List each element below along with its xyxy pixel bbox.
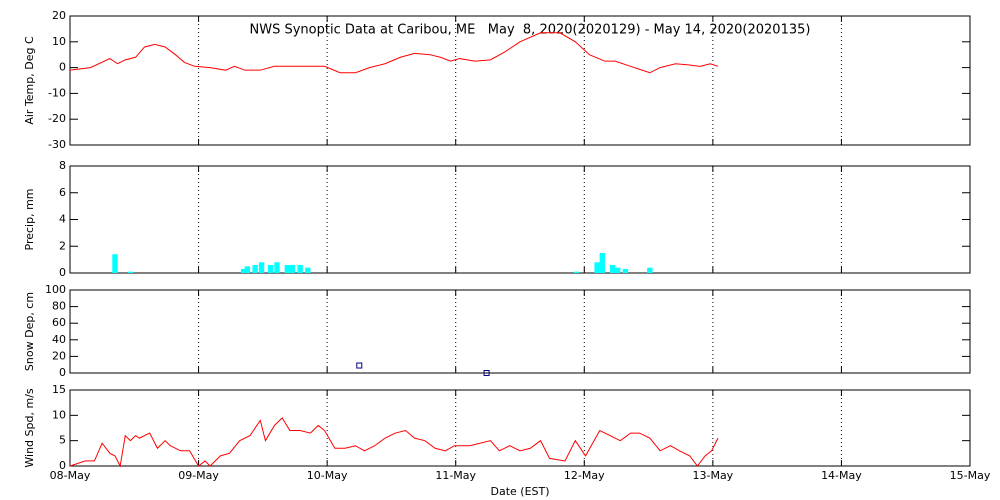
bar [112, 254, 118, 273]
bar [573, 271, 580, 273]
bar [252, 264, 258, 273]
bar [305, 267, 311, 273]
y-tick-label: 5 [59, 434, 66, 447]
y-tick-label: 100 [45, 283, 66, 296]
y-tick-label: -10 [48, 86, 66, 99]
y-tick-label: 0 [59, 459, 66, 472]
x-tick-label: 15-May [950, 469, 991, 482]
x-tick-label: 11-May [435, 469, 476, 482]
plot-frame [69, 165, 971, 274]
y-tick-label: 4 [59, 213, 66, 226]
bar [599, 252, 605, 273]
bar [127, 271, 134, 273]
x-tick-label: 12-May [564, 469, 605, 482]
x-tick-label: 08-May [50, 469, 91, 482]
y-tick-label: 0 [59, 366, 66, 379]
bar [284, 264, 290, 273]
bar [289, 264, 296, 273]
y-axis-label: Precip, mm [23, 189, 36, 251]
point [356, 362, 363, 369]
x-tick-label: 14-May [821, 469, 862, 482]
chart-title: NWS Synoptic Data at Caribou, ME May 8, … [250, 23, 811, 38]
y-tick-label: 60 [52, 316, 66, 329]
y-axis-label: Snow Dep, cm [23, 292, 36, 371]
bar [274, 262, 280, 273]
y-axis-label: Wind Spd, m/s [23, 388, 36, 468]
y-tick-label: 6 [59, 186, 66, 199]
y-axis-label: Air Temp, Deg C [23, 36, 36, 125]
y-tick-label: 0 [59, 61, 66, 74]
y-tick-label: -20 [48, 112, 66, 125]
y-tick-label: 20 [52, 349, 66, 362]
y-tick-label: 10 [52, 35, 66, 48]
plot-frame [69, 389, 971, 467]
bar [594, 262, 600, 273]
y-tick-label: -30 [48, 138, 66, 151]
bar [267, 264, 274, 273]
bar [297, 264, 303, 273]
y-tick-label: 80 [52, 300, 66, 313]
x-tick-label: 09-May [178, 469, 219, 482]
y-tick-label: 20 [52, 9, 66, 22]
x-tick-label: 10-May [307, 469, 348, 482]
y-tick-label: 2 [59, 239, 66, 252]
bar [622, 268, 629, 273]
y-tick-label: 40 [52, 333, 66, 346]
bar [240, 268, 247, 273]
y-tick-label: 15 [52, 383, 66, 396]
data-line [69, 32, 719, 74]
x-tick-label: 13-May [692, 469, 733, 482]
bar [647, 267, 653, 273]
bar [258, 262, 265, 273]
bar [244, 266, 251, 273]
plot-frame [69, 289, 971, 374]
bar [615, 267, 621, 273]
x-axis-label: Date (EST) [490, 485, 549, 498]
data-line [69, 417, 719, 468]
bar [609, 264, 616, 273]
y-tick-label: 0 [59, 266, 66, 279]
point [483, 370, 490, 376]
y-tick-label: 10 [52, 408, 66, 421]
y-tick-label: 8 [59, 159, 66, 172]
